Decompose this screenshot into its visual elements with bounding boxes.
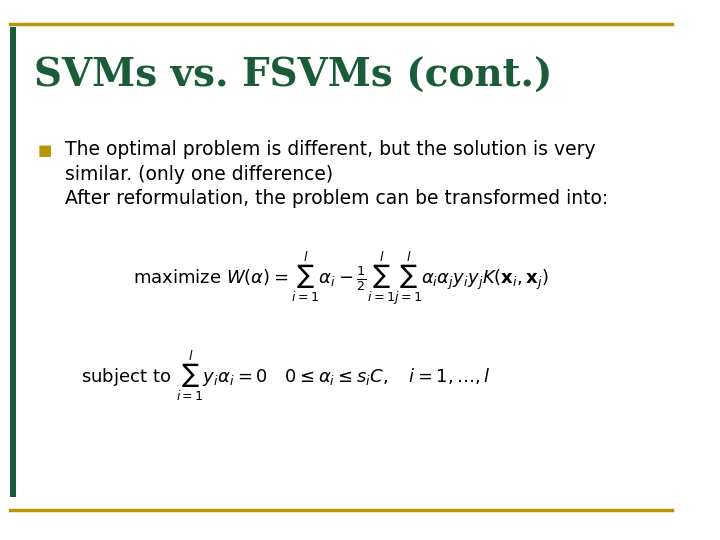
Text: The optimal problem is different, but the solution is very: The optimal problem is different, but th…: [65, 140, 595, 159]
Text: SVMs vs. FSVMs (cont.): SVMs vs. FSVMs (cont.): [34, 57, 552, 94]
Text: $\mathrm{subject\ to}\ \sum_{i=1}^{l} y_i\alpha_i = 0 \quad 0 \leq \alpha_i \leq: $\mathrm{subject\ to}\ \sum_{i=1}^{l} y_…: [81, 348, 491, 403]
Text: similar. (only one difference): similar. (only one difference): [65, 165, 333, 184]
Text: After reformulation, the problem can be transformed into:: After reformulation, the problem can be …: [65, 189, 608, 208]
FancyBboxPatch shape: [10, 27, 16, 497]
Text: ■: ■: [37, 143, 52, 158]
Text: $\mathrm{maximize}\ W(\alpha) = \sum_{i=1}^{l} \alpha_i - \frac{1}{2}\sum_{i=1}^: $\mathrm{maximize}\ W(\alpha) = \sum_{i=…: [132, 249, 549, 307]
